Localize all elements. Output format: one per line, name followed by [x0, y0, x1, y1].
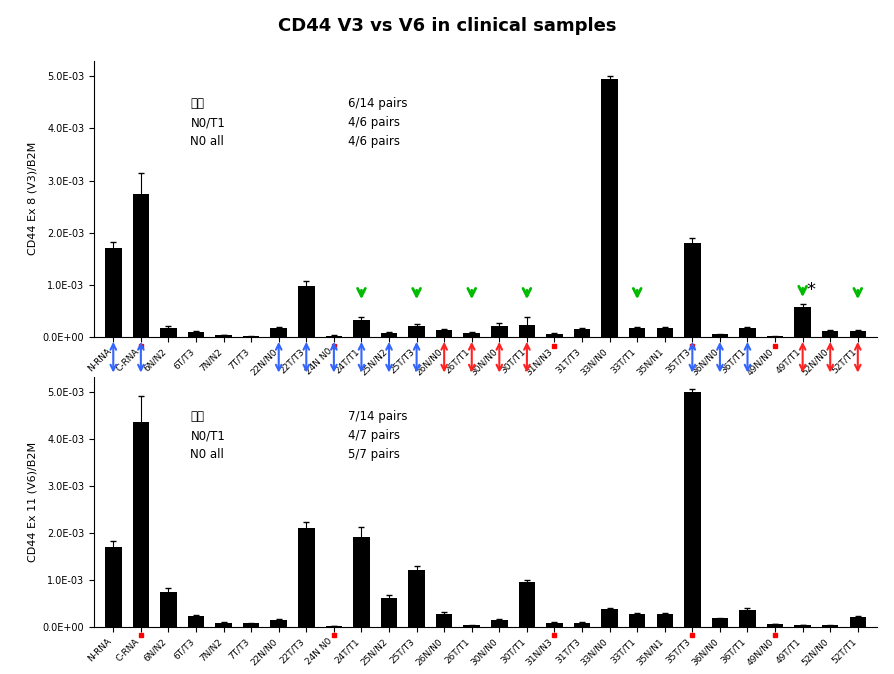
Bar — [215, 335, 232, 337]
Bar — [683, 243, 700, 337]
Bar — [573, 623, 590, 627]
Bar — [656, 613, 672, 627]
Bar — [821, 331, 838, 337]
Bar — [711, 334, 728, 337]
Bar — [188, 617, 204, 627]
Bar — [628, 613, 645, 627]
Bar — [270, 620, 287, 627]
Bar — [821, 625, 838, 627]
Bar — [132, 422, 149, 627]
Bar — [408, 570, 425, 627]
Bar — [573, 329, 590, 337]
Bar — [656, 328, 672, 337]
Text: 7/14 pairs
4/7 pairs
5/7 pairs: 7/14 pairs 4/7 pairs 5/7 pairs — [347, 410, 407, 462]
Bar — [160, 328, 176, 337]
Bar — [435, 330, 452, 337]
Bar — [463, 333, 479, 337]
Text: *: * — [805, 282, 814, 299]
Text: CD44 V3 vs V6 in clinical samples: CD44 V3 vs V6 in clinical samples — [278, 17, 616, 35]
Bar — [683, 392, 700, 627]
Bar — [738, 611, 755, 627]
Bar — [711, 618, 728, 627]
Bar — [463, 625, 479, 627]
Bar — [518, 582, 535, 627]
Text: 6/14 pairs
4/6 pairs
4/6 pairs: 6/14 pairs 4/6 pairs 4/6 pairs — [347, 97, 407, 148]
Bar — [105, 547, 122, 627]
Bar — [794, 625, 810, 627]
Bar — [242, 623, 259, 627]
Bar — [848, 331, 865, 337]
Bar — [408, 326, 425, 337]
Bar — [848, 617, 865, 627]
Bar — [353, 537, 369, 627]
Y-axis label: CD44 Ex 11 (V6)/B2M: CD44 Ex 11 (V6)/B2M — [27, 442, 37, 562]
Bar — [325, 626, 342, 627]
Bar — [601, 609, 617, 627]
Bar — [628, 328, 645, 337]
Bar — [380, 333, 397, 337]
Bar — [353, 320, 369, 337]
Bar — [601, 79, 617, 337]
Bar — [105, 248, 122, 337]
Bar — [380, 598, 397, 627]
Bar — [435, 613, 452, 627]
Text: 전체
N0/T1
N0 all: 전체 N0/T1 N0 all — [190, 410, 225, 462]
Bar — [545, 334, 562, 337]
Bar — [160, 592, 176, 627]
Bar — [270, 328, 287, 337]
Bar — [545, 623, 562, 627]
Y-axis label: CD44 Ex 8 (V3)/B2M: CD44 Ex 8 (V3)/B2M — [27, 142, 37, 255]
Bar — [298, 286, 314, 337]
Bar — [738, 328, 755, 337]
Bar — [766, 624, 782, 627]
Bar — [794, 307, 810, 337]
Text: 전체
N0/T1
N0 all: 전체 N0/T1 N0 all — [190, 97, 225, 148]
Bar — [215, 623, 232, 627]
Bar — [491, 620, 507, 627]
Bar — [298, 528, 314, 627]
Bar — [132, 193, 149, 337]
Bar — [518, 325, 535, 337]
Bar — [491, 326, 507, 337]
Bar — [188, 332, 204, 337]
